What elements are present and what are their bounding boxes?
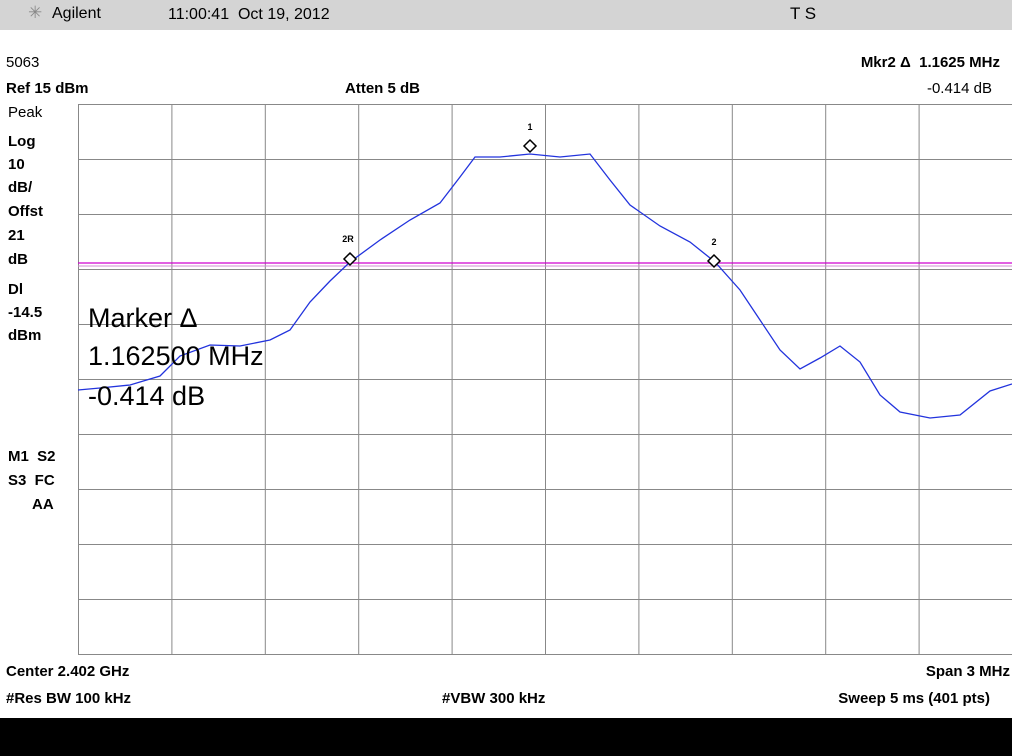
panel-line: dBm — [8, 327, 42, 344]
res-bw: #Res BW 100 kHz — [6, 690, 132, 707]
panel-line: Log — [8, 133, 36, 150]
marker-label: 2 — [711, 237, 716, 247]
panel-line: M1 S2 — [8, 448, 56, 465]
marker-1 — [522, 138, 538, 154]
panel-line: 21 — [8, 227, 25, 244]
id: 5063 — [6, 54, 40, 71]
panel-line: S3 FC — [8, 472, 55, 489]
panel-line: dB — [8, 251, 28, 268]
panel-line: -14.5 — [8, 304, 43, 321]
brand: Agilent — [52, 5, 101, 22]
panel-line: dB/ — [8, 179, 33, 196]
atten: Atten 5 dB — [345, 80, 420, 97]
overlay-title: Marker Δ — [88, 303, 198, 333]
panel-line: Dl — [8, 281, 23, 298]
grid — [78, 104, 1012, 655]
marker-label: 1 — [527, 122, 532, 132]
vbw: #VBW 300 kHz — [442, 690, 546, 707]
span: Span 3 MHz — [925, 663, 1010, 680]
panel-line: Offst — [8, 203, 43, 220]
overlay-amplitude: -0.414 dB — [88, 381, 206, 411]
panel-line: Peak — [8, 104, 43, 121]
center: Center 2.402 GHz — [6, 663, 130, 680]
status-bar — [0, 718, 1012, 756]
ref: Ref 15 dBm — [6, 80, 89, 97]
marker-diamonds — [342, 138, 722, 269]
panel-line: AA — [32, 496, 54, 513]
logo: ✳ — [28, 3, 43, 22]
marker-value: -0.414 dB — [926, 80, 992, 97]
marker-2 — [706, 253, 722, 269]
datetime: 11:00:41 Oct 19, 2012 — [168, 6, 330, 23]
title-bar — [0, 0, 1012, 30]
overlay-frequency: 1.162500 MHz — [88, 341, 264, 371]
marker-label: 2R — [342, 234, 354, 244]
marker-2r — [342, 251, 358, 267]
sweep: Sweep 5 ms (401 pts) — [838, 690, 990, 707]
trace — [77, 153, 1012, 419]
status: T S — [790, 4, 817, 23]
panel-line: 10 — [8, 156, 25, 173]
marker-readout: Mkr2 Δ 1.1625 MHz — [860, 54, 1000, 71]
